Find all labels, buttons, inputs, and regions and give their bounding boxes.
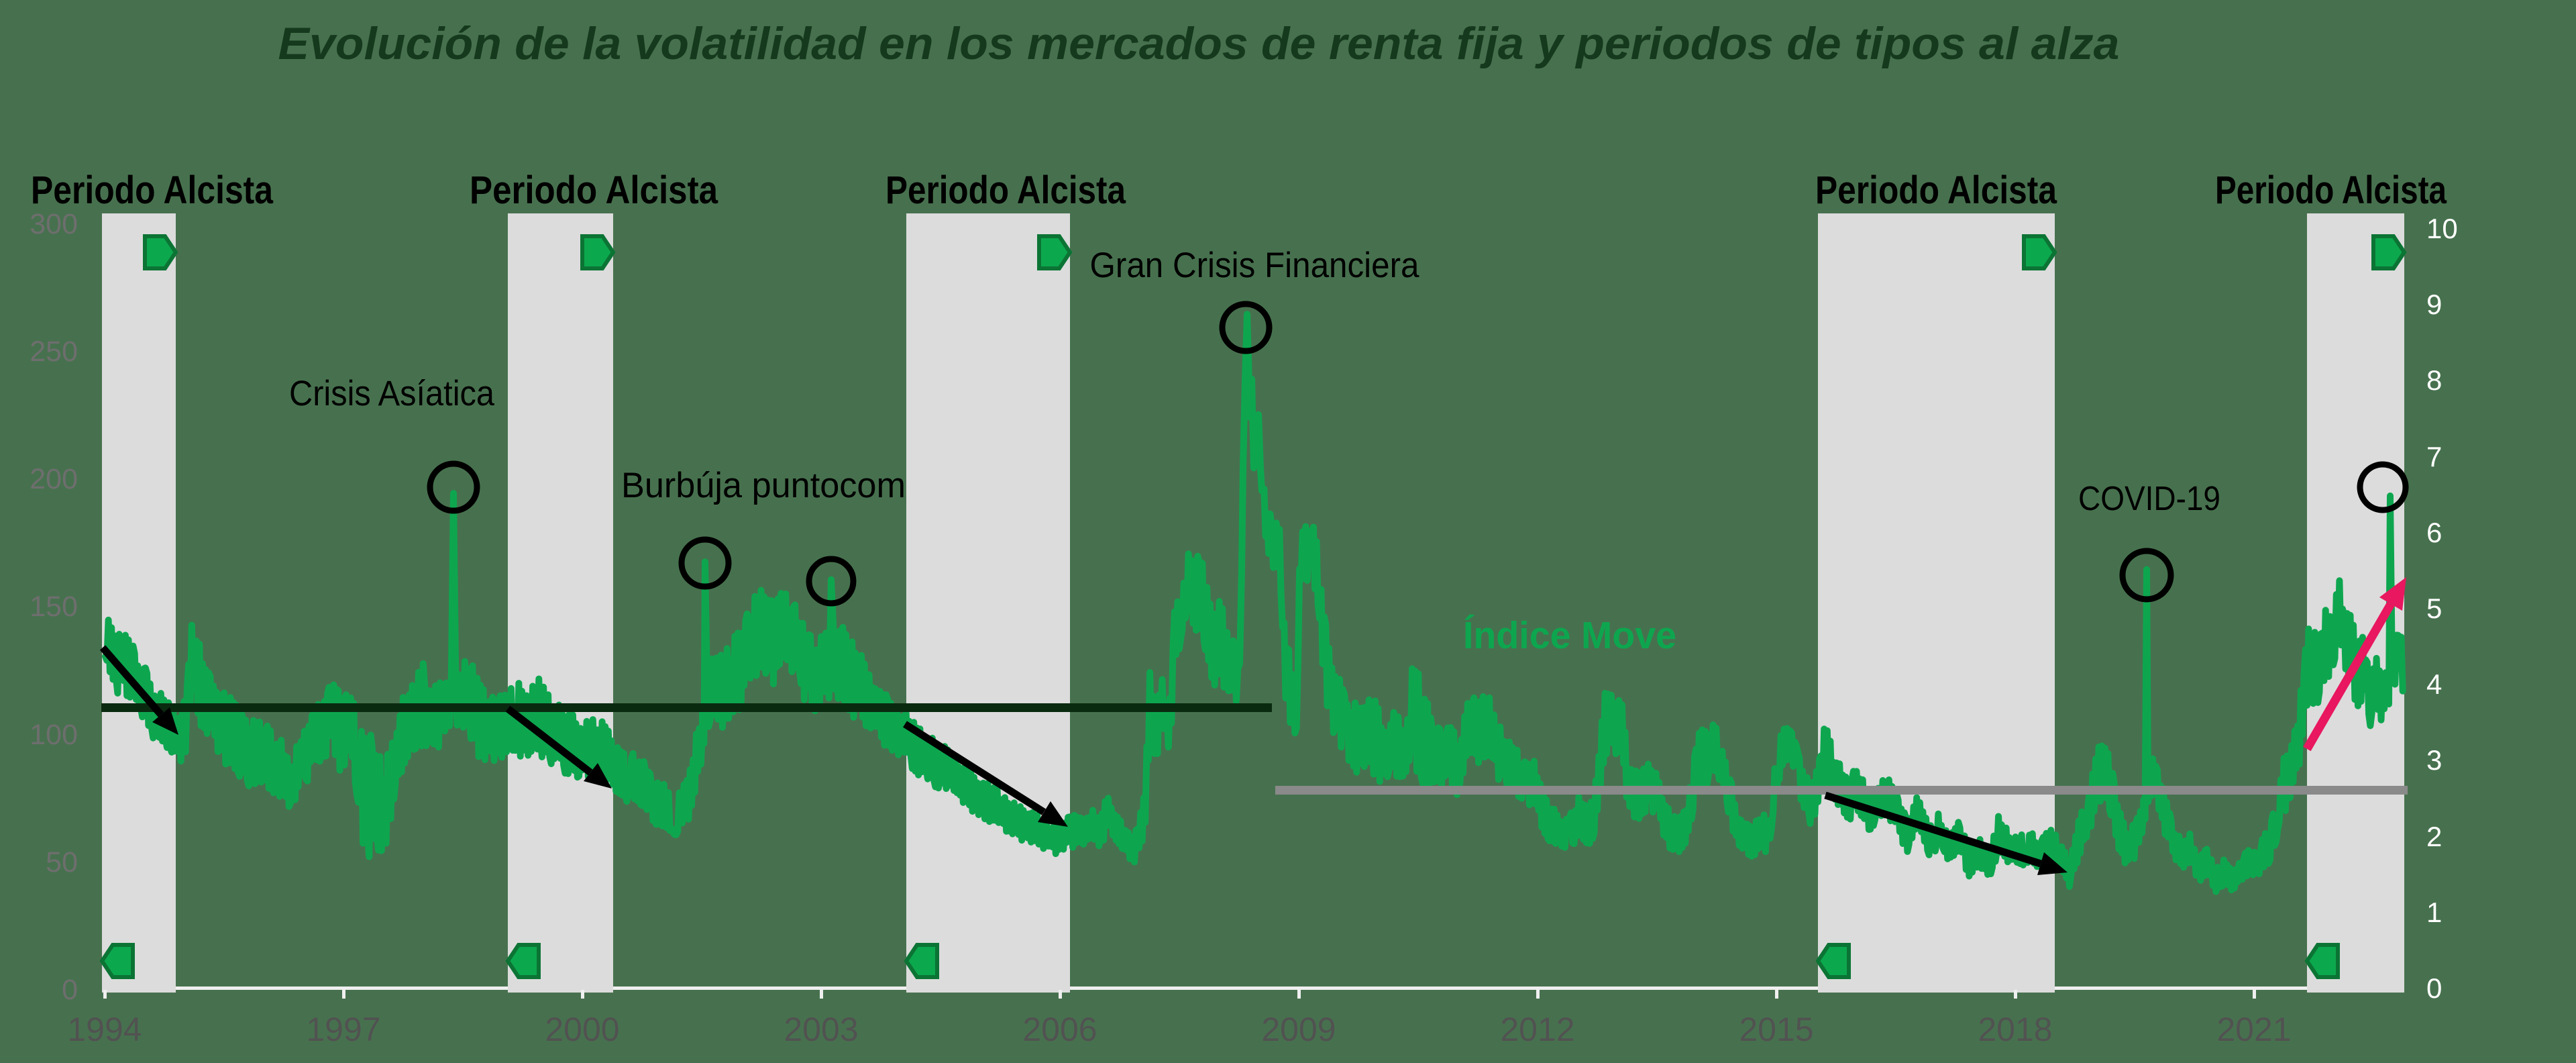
svg-text:3: 3: [2426, 744, 2442, 776]
svg-text:Evolución de la volatilidad en: Evolución de la volatilidad en los merca…: [278, 18, 2120, 69]
svg-text:2021: 2021: [2216, 1011, 2291, 1048]
svg-text:100: 100: [30, 719, 78, 751]
svg-text:2009: 2009: [1261, 1011, 1336, 1048]
svg-text:0: 0: [62, 974, 78, 1006]
svg-text:2000: 2000: [545, 1011, 619, 1048]
svg-text:Periodo Alcista: Periodo Alcista: [31, 168, 274, 212]
svg-text:2012: 2012: [1500, 1011, 1574, 1048]
svg-text:2006: 2006: [1022, 1011, 1097, 1048]
svg-text:1997: 1997: [306, 1011, 380, 1048]
svg-text:150: 150: [30, 591, 78, 623]
svg-text:Índice Move: Índice Move: [1463, 614, 1676, 657]
svg-text:1: 1: [2426, 897, 2442, 928]
svg-text:200: 200: [30, 463, 78, 495]
svg-text:10: 10: [2426, 213, 2458, 244]
svg-text:2018: 2018: [1978, 1011, 2052, 1048]
svg-text:Periodo Alcista: Periodo Alcista: [885, 168, 1126, 212]
svg-text:Gran Crisis Financiera: Gran Crisis Financiera: [1090, 246, 1419, 285]
svg-text:2015: 2015: [1739, 1011, 1813, 1048]
svg-text:2: 2: [2426, 821, 2442, 852]
svg-text:250: 250: [30, 336, 78, 368]
svg-text:0: 0: [2426, 972, 2442, 1004]
svg-text:9: 9: [2426, 289, 2442, 320]
svg-text:6: 6: [2426, 517, 2442, 548]
svg-text:Burbúja puntocom: Burbúja puntocom: [621, 466, 906, 505]
svg-text:50: 50: [46, 846, 78, 878]
svg-text:5: 5: [2426, 593, 2442, 624]
svg-text:1994: 1994: [67, 1011, 142, 1048]
svg-text:Periodo Alcista: Periodo Alcista: [1815, 168, 2057, 212]
svg-text:8: 8: [2426, 364, 2442, 396]
svg-text:2003: 2003: [784, 1011, 858, 1048]
svg-text:Periodo Alcista: Periodo Alcista: [2215, 168, 2447, 212]
svg-text:Crisis Asíatica: Crisis Asíatica: [289, 374, 494, 413]
svg-text:4: 4: [2426, 668, 2442, 700]
svg-text:300: 300: [30, 208, 78, 240]
svg-text:Periodo Alcista: Periodo Alcista: [470, 168, 718, 212]
svg-text:7: 7: [2426, 441, 2442, 472]
svg-text:COVID-19: COVID-19: [2078, 479, 2220, 517]
